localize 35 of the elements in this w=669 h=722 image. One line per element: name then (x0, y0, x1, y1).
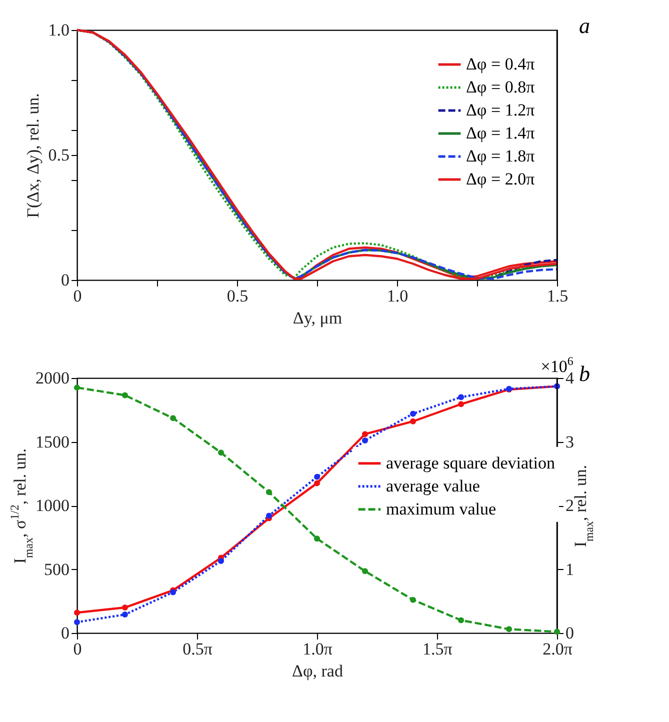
legend-label: Δφ = 1.8π (466, 146, 536, 166)
y2-tick-label: 3 (566, 432, 574, 452)
x-tick-label: 0 (73, 286, 82, 306)
legend-label: average value (386, 476, 480, 496)
legend-label: Δφ = 2.0π (466, 170, 536, 188)
legend-label: Δφ = 0.8π (466, 78, 536, 96)
x-tick-label: 1.0π (302, 640, 333, 658)
legend-label: average square deviation (386, 453, 556, 472)
x-tick-label: 0 (73, 640, 82, 658)
text: a (579, 13, 590, 38)
x-tick-label: 0.5π (182, 640, 213, 658)
x-tick-label: 1.5π (422, 640, 453, 658)
y-axis-title: Γ(Δx, Δy), rel. un. (23, 93, 42, 218)
y-tick-label: 500 (44, 560, 70, 579)
x-tick-label: 0.5 (226, 286, 248, 306)
legend-label: Δφ = 1.4π (466, 124, 536, 142)
y-tick-label: 0 (61, 270, 70, 290)
x-tick-label: 1.5 (546, 286, 568, 306)
y-tick-label: 1500 (36, 432, 70, 452)
y2-tick-label: 2 (566, 496, 574, 515)
x-tick-label: 2.0π (542, 640, 573, 658)
y-tick-label: 1000 (36, 496, 70, 515)
y-tick-label: 0.5 (48, 146, 70, 164)
y-tick-label: 1.0 (48, 20, 70, 40)
legend-label: Δφ = 0.4π (466, 54, 536, 74)
y-tick-label: 0 (61, 624, 70, 642)
x-axis-title: Δy, μm (292, 308, 342, 328)
y-tick-label: 2000 (36, 368, 70, 388)
x-tick-label: 1.0 (386, 286, 408, 306)
text: b (579, 361, 590, 386)
legend-label: Δφ = 1.2π (466, 100, 536, 120)
legend-label: maximum value (386, 499, 496, 518)
y2-tick-label: 0 (566, 624, 574, 642)
x-axis-title: Δφ, rad (292, 662, 344, 680)
y2-tick-label: 1 (566, 560, 574, 579)
